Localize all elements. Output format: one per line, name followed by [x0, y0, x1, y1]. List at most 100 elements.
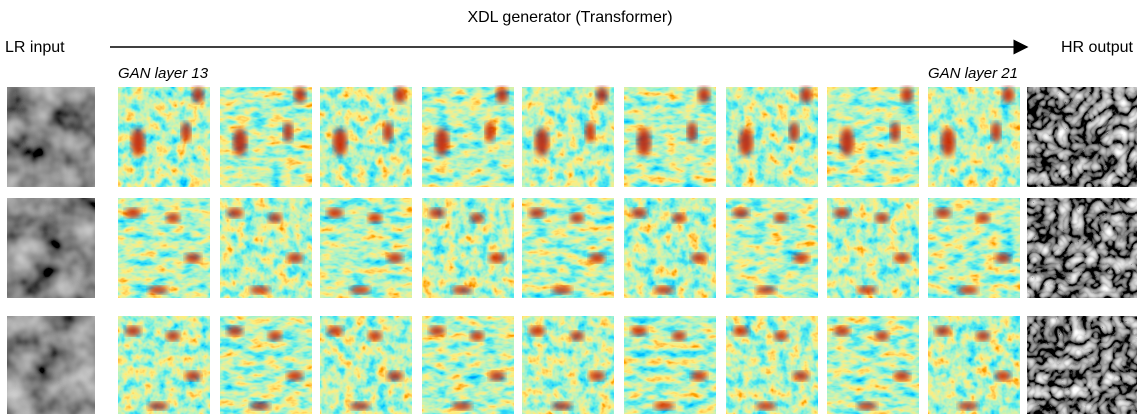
activation-blob [250, 286, 270, 294]
activation-blob [283, 122, 293, 142]
activation-blob [394, 87, 406, 103]
activation-blob [552, 402, 572, 410]
image-grid [7, 87, 1137, 414]
activation-blob [333, 128, 347, 156]
activation-blob [570, 213, 584, 223]
activation-blob [672, 213, 686, 223]
activation-blob [995, 371, 1011, 381]
activation-blob [570, 331, 584, 341]
activation-blob [166, 331, 180, 341]
activation-blob [287, 371, 303, 381]
figure: XDL generator (Transformer) LR input HR … [0, 0, 1137, 414]
hr-image [1027, 87, 1137, 187]
activation-blob [452, 286, 472, 294]
activation-blob [496, 87, 508, 103]
activation-blob [976, 213, 990, 223]
activation-blob [654, 286, 674, 294]
activation-blob [185, 253, 201, 263]
activation-blob [800, 87, 812, 103]
activation-blob [894, 371, 910, 381]
activation-blob [672, 331, 686, 341]
activation-blob [941, 128, 955, 156]
activation-blob [387, 253, 403, 263]
activation-blob [529, 326, 545, 336]
activation-blob [875, 331, 889, 341]
activation-blob [125, 326, 141, 336]
hr-image [1027, 316, 1137, 414]
activation-blob [840, 128, 854, 156]
activation-blob [489, 253, 505, 263]
activation-blob [350, 286, 370, 294]
activation-blob [793, 371, 809, 381]
activation-blob [774, 213, 788, 223]
activation-blob [470, 213, 484, 223]
activation-blob [327, 326, 343, 336]
activation-blob [368, 213, 382, 223]
activation-blob [589, 253, 605, 263]
activation-blob [470, 331, 484, 341]
activation-blob [485, 122, 495, 142]
activation-blob [958, 402, 978, 410]
activation-blob [148, 402, 168, 410]
activation-blob [789, 122, 799, 142]
activation-blob [875, 213, 889, 223]
activation-blob [857, 286, 877, 294]
activation-blob [756, 286, 776, 294]
activation-blob [383, 122, 393, 142]
activation-blob [774, 331, 788, 341]
activation-blob [991, 122, 1001, 142]
activation-blob [125, 208, 141, 218]
activation-blob [227, 326, 243, 336]
activation-blob [250, 402, 270, 410]
activation-blob [1002, 87, 1014, 103]
activation-blob [368, 331, 382, 341]
activation-blob [834, 326, 850, 336]
activation-blob [552, 286, 572, 294]
activation-blob [793, 253, 809, 263]
activation-blob [585, 122, 595, 142]
first-layer-label: GAN layer 13 [118, 65, 209, 82]
activation-blob [654, 402, 674, 410]
activation-blob [268, 331, 282, 341]
activation-blob [387, 371, 403, 381]
activation-blob [935, 326, 951, 336]
activation-blob [429, 208, 445, 218]
activation-blob [350, 402, 370, 410]
activation-blob [637, 128, 651, 156]
activation-blob [739, 128, 753, 156]
lr-image [7, 87, 95, 187]
activation-blob [131, 128, 145, 156]
lr-image [7, 198, 95, 298]
activation-blob [935, 208, 951, 218]
activation-blob [166, 213, 180, 223]
activation-blob [529, 208, 545, 218]
activation-blob [429, 326, 445, 336]
last-layer-label: GAN layer 21 [928, 65, 1018, 82]
activation-blob [733, 208, 749, 218]
activation-blob [691, 371, 707, 381]
figure-canvas: XDL generator (Transformer) LR input HR … [0, 0, 1137, 414]
activation-blob [294, 87, 306, 103]
activation-blob [698, 87, 710, 103]
activation-blob [589, 371, 605, 381]
activation-blob [489, 371, 505, 381]
activation-blob [976, 331, 990, 341]
activation-blob [452, 402, 472, 410]
activation-blob [185, 371, 201, 381]
activation-blob [834, 208, 850, 218]
activation-blob [958, 286, 978, 294]
activation-blob [181, 122, 191, 142]
lr-image [7, 316, 95, 414]
activation-blob [901, 87, 913, 103]
activation-blob [535, 128, 549, 156]
activation-blob [995, 253, 1011, 263]
activation-blob [691, 253, 707, 263]
title: XDL generator (Transformer) [467, 9, 672, 26]
activation-blob [148, 286, 168, 294]
activation-blob [596, 87, 608, 103]
output-label: HR output [1061, 39, 1134, 56]
activation-blob [287, 253, 303, 263]
activation-blob [233, 128, 247, 156]
input-label: LR input [5, 39, 65, 56]
activation-blob [631, 326, 647, 336]
